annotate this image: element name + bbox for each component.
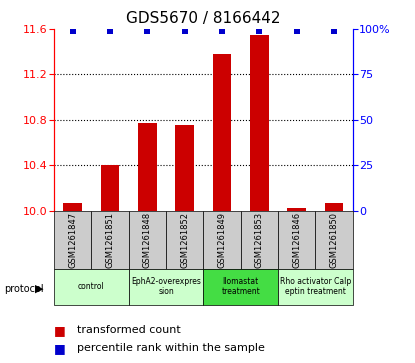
Text: GSM1261849: GSM1261849	[217, 212, 227, 268]
Text: GSM1261851: GSM1261851	[105, 212, 115, 268]
Text: transformed count: transformed count	[77, 325, 181, 335]
Bar	[91, 211, 129, 269]
Point	[69, 28, 76, 34]
Text: EphA2-overexpres
sion: EphA2-overexpres sion	[131, 277, 201, 297]
Bar	[278, 211, 315, 269]
Point	[107, 28, 113, 34]
Bar	[63, 203, 82, 211]
Bar	[176, 126, 194, 211]
Text: Rho activator Calp
eptin treatment: Rho activator Calp eptin treatment	[280, 277, 351, 297]
Text: GSM1261852: GSM1261852	[180, 212, 189, 268]
Text: ▶: ▶	[35, 284, 44, 294]
Text: percentile rank within the sample: percentile rank within the sample	[77, 343, 265, 354]
Point	[144, 28, 151, 34]
Bar	[241, 211, 278, 269]
Bar	[250, 35, 269, 211]
Point	[256, 28, 263, 34]
Bar	[325, 203, 344, 211]
Bar	[54, 269, 129, 305]
Point	[219, 28, 225, 34]
Bar	[278, 269, 353, 305]
Bar	[213, 54, 232, 211]
Text: ■: ■	[54, 324, 66, 337]
Bar	[129, 269, 203, 305]
Bar	[203, 269, 278, 305]
Text: ■: ■	[54, 342, 66, 355]
Bar	[138, 123, 157, 211]
Title: GDS5670 / 8166442: GDS5670 / 8166442	[126, 12, 281, 26]
Bar	[101, 165, 120, 211]
Text: GSM1261846: GSM1261846	[292, 212, 301, 268]
Bar	[54, 211, 91, 269]
Text: GSM1261850: GSM1261850	[330, 212, 339, 268]
Bar	[129, 211, 166, 269]
Text: Ilomastat
treatment: Ilomastat treatment	[221, 277, 260, 297]
Text: GSM1261847: GSM1261847	[68, 212, 77, 268]
Point	[331, 28, 337, 34]
Text: GSM1261848: GSM1261848	[143, 212, 152, 268]
Bar	[203, 211, 241, 269]
Text: GSM1261853: GSM1261853	[255, 212, 264, 268]
Text: control: control	[78, 282, 105, 291]
Text: protocol: protocol	[4, 284, 44, 294]
Point	[181, 28, 188, 34]
Bar	[166, 211, 203, 269]
Bar	[287, 208, 306, 211]
Point	[293, 28, 300, 34]
Bar	[315, 211, 353, 269]
